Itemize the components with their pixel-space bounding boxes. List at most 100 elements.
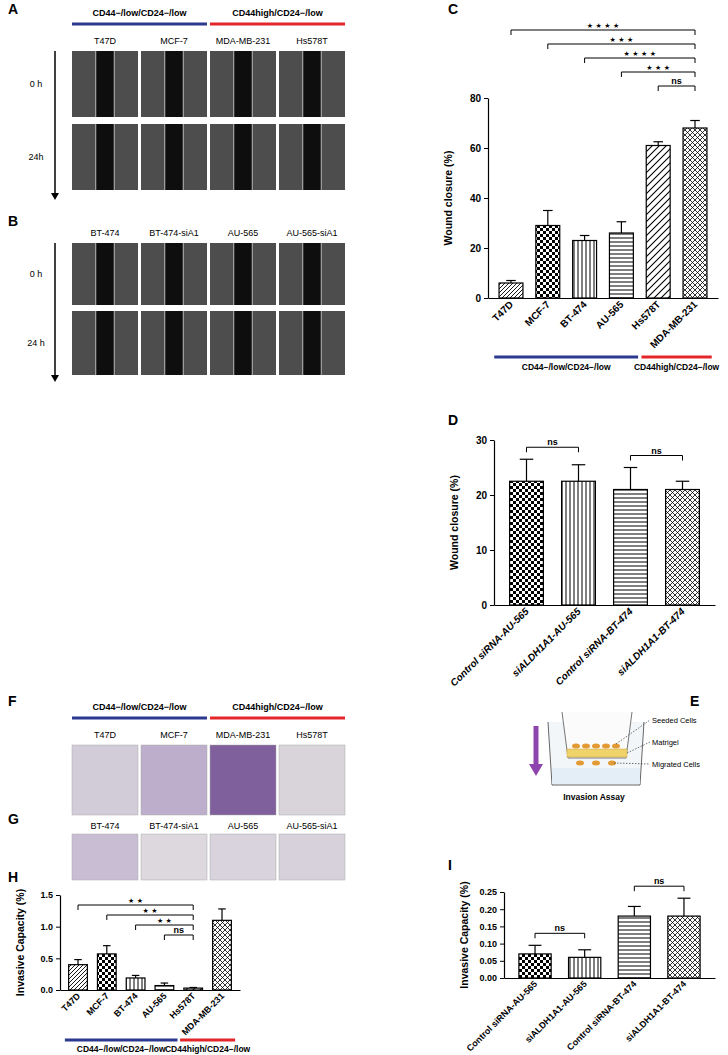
wound-edge — [321, 51, 322, 117]
group-label: CD44−/low/CD24−/low — [92, 8, 187, 18]
wound-edge — [302, 124, 303, 190]
micrograph — [72, 243, 138, 305]
bar — [499, 283, 523, 298]
group-line — [210, 717, 345, 720]
error-bar-cap — [676, 481, 690, 482]
wound-edge — [233, 311, 234, 375]
group-line — [210, 23, 345, 26]
time-arrow-head — [51, 375, 59, 382]
group-line — [65, 1039, 178, 1042]
significance-bracket — [107, 915, 193, 920]
bar — [536, 226, 560, 299]
bar — [510, 481, 544, 605]
x-tick-label: AU-565 — [593, 298, 625, 330]
error-bar — [103, 946, 110, 954]
significance-label: ns — [547, 437, 558, 447]
error-bar-stem — [584, 950, 585, 958]
invasion-diagram: ESeeded CellsMatrigelMigrated CellsInvas… — [529, 693, 700, 802]
significance-label: ★ ★ — [128, 897, 143, 905]
x-tick: siALDH1A1-BT-474 — [623, 978, 688, 1044]
micrograph-bg — [72, 243, 138, 305]
bar — [519, 954, 551, 978]
wound-edge — [302, 243, 303, 305]
micrograph — [210, 311, 276, 375]
error-bar-cap — [520, 459, 534, 460]
x-tick-label: MCF-7 — [523, 298, 553, 328]
error-bar-stem — [694, 121, 695, 129]
y-axis-title: Invasive Capacity (%) — [458, 881, 470, 988]
y-tick: 20 — [476, 490, 494, 501]
wound-gap — [234, 311, 252, 375]
wound-gap — [234, 51, 252, 117]
wound-edge — [164, 51, 165, 117]
x-tick: BT-474 — [558, 298, 589, 330]
plot-marks — [69, 909, 232, 990]
flow-arrow-head — [529, 764, 543, 776]
micrograph — [210, 243, 276, 305]
micrograph — [72, 51, 138, 117]
micrograph-bg — [210, 311, 276, 375]
error-bar-cap — [103, 945, 110, 946]
y-tick-label: 0.0 — [40, 985, 53, 995]
y-tick-mark — [500, 926, 504, 927]
wound-gap — [234, 243, 252, 305]
error-bar — [74, 960, 81, 965]
micrograph-bg — [72, 124, 138, 190]
significance-bracket — [585, 58, 695, 63]
y-tick-mark — [500, 978, 504, 979]
wound-edge — [321, 243, 322, 305]
error-bar — [132, 975, 139, 978]
error-bar — [690, 121, 700, 129]
micrograph-bg — [141, 311, 207, 375]
y-axis-title: Wound closure (%) — [442, 151, 454, 246]
group-label: CD44high/CD24−/low — [165, 1044, 251, 1054]
wound-edge — [164, 311, 165, 375]
x-axis-line — [505, 978, 716, 979]
micrograph — [279, 834, 345, 880]
y-tick-label: 0.20 — [479, 905, 497, 915]
y-tick-label: 1.5 — [40, 890, 53, 900]
wound-edge — [252, 243, 253, 305]
x-tick: T47D — [60, 990, 83, 1014]
error-bar — [506, 281, 516, 284]
significance-label: ns — [174, 925, 185, 935]
y-axis: 0.00.51.01.5 — [40, 890, 60, 995]
y-tick-label: 0.25 — [479, 887, 497, 897]
x-tick: MCF-7 — [523, 298, 553, 328]
wound-edge — [302, 51, 303, 117]
x-tick-label: T47D — [60, 991, 83, 1014]
image-panel: GBT-474BT-474-siA1AU-565AU-565-siA1 — [8, 811, 345, 880]
y-tick-label: 0.05 — [479, 956, 497, 966]
image-panel: ACD44−/low/CD24−/lowCD44high/CD24−/lowT4… — [8, 1, 345, 200]
flow-arrow — [534, 726, 539, 766]
y-tick: 0 — [475, 293, 488, 304]
micrograph-bg — [210, 745, 276, 815]
annotations: ★ ★★ ★★ ★ns — [78, 897, 193, 940]
error-bar — [529, 945, 542, 954]
image-panel: BBT-474BT-474-siA1AU-565AU-565-siA10 h24… — [8, 213, 345, 382]
medium — [552, 768, 640, 784]
significance-label: ★ ★ ★ — [646, 64, 670, 72]
y-axis-line — [60, 896, 61, 991]
significance-bracket — [164, 935, 193, 940]
y-tick-mark — [56, 958, 60, 959]
y-tick: 40 — [470, 193, 488, 204]
significance-bracket — [136, 925, 194, 930]
error-bar — [580, 236, 590, 241]
micrograph-bg — [72, 51, 138, 117]
column-label: BT-474 — [90, 228, 119, 238]
x-axis: Control siRNA-AU-565siALDH1A1-AU-565Cont… — [465, 978, 716, 1054]
micrograph — [279, 243, 345, 305]
wound-edge — [95, 124, 96, 190]
y-tick-mark — [490, 495, 494, 496]
bar — [683, 128, 707, 298]
micrograph-bg — [210, 124, 276, 190]
y-axis-line — [504, 893, 505, 979]
y-tick-mark — [500, 909, 504, 910]
y-tick: 0.10 — [479, 939, 504, 949]
column-label: MDA-MB-231 — [216, 730, 271, 740]
error-bar — [572, 465, 586, 482]
wound-gap — [165, 243, 183, 305]
micrograph-bg — [279, 745, 345, 815]
micrograph — [72, 311, 138, 375]
